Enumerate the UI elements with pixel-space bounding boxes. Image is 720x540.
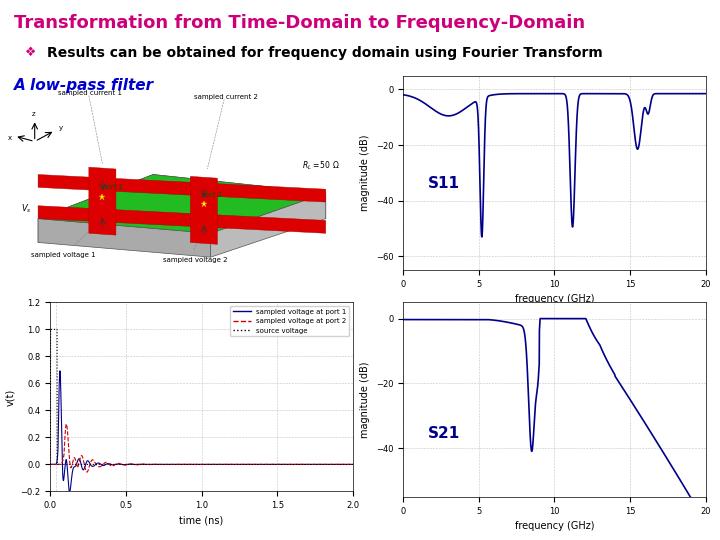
Text: S21: S21 bbox=[428, 427, 459, 442]
source voltage bbox=[348, 461, 357, 468]
Text: port 1: port 1 bbox=[102, 184, 124, 190]
Legend: sampled voltage at port 1, sampled voltage at port 2, source voltage: sampled voltage at port 1, sampled volta… bbox=[230, 306, 349, 336]
Polygon shape bbox=[38, 174, 325, 202]
source voltage bbox=[62, 461, 71, 468]
Line: source voltage: source voltage bbox=[50, 329, 353, 464]
source voltage bbox=[185, 461, 194, 468]
source voltage bbox=[340, 461, 348, 468]
sampled voltage at port 1 bbox=[62, 457, 71, 463]
Text: A low-pass filter: A low-pass filter bbox=[14, 78, 155, 93]
source voltage bbox=[340, 461, 348, 468]
Y-axis label: magnitude (dB): magnitude (dB) bbox=[361, 361, 370, 438]
sampled voltage at port 2 bbox=[61, 423, 70, 429]
sampled voltage at port 2 bbox=[194, 461, 202, 468]
sampled voltage at port 2 bbox=[83, 469, 91, 475]
sampled voltage at port 2 bbox=[284, 461, 293, 468]
Text: x: x bbox=[8, 134, 12, 140]
Text: y: y bbox=[58, 125, 63, 131]
sampled voltage at port 1 bbox=[348, 461, 357, 468]
X-axis label: frequency (GHz): frequency (GHz) bbox=[515, 521, 594, 531]
X-axis label: frequency (GHz): frequency (GHz) bbox=[515, 294, 594, 304]
sampled voltage at port 2 bbox=[340, 461, 348, 468]
Line: sampled voltage at port 1: sampled voltage at port 1 bbox=[50, 371, 353, 492]
sampled voltage at port 1 bbox=[340, 461, 348, 468]
Polygon shape bbox=[153, 174, 325, 219]
Text: Results can be obtained for frequency domain using Fourier Transform: Results can be obtained for frequency do… bbox=[47, 46, 603, 60]
source voltage bbox=[193, 461, 202, 468]
sampled voltage at port 2 bbox=[340, 461, 348, 468]
sampled voltage at port 1 bbox=[46, 461, 55, 468]
sampled voltage at port 1 bbox=[55, 368, 64, 374]
Polygon shape bbox=[211, 193, 325, 257]
sampled voltage at port 1 bbox=[340, 461, 348, 468]
Line: sampled voltage at port 2: sampled voltage at port 2 bbox=[50, 424, 353, 472]
Polygon shape bbox=[38, 174, 325, 233]
source voltage bbox=[46, 326, 55, 333]
Text: $V_s$: $V_s$ bbox=[21, 202, 32, 215]
Y-axis label: magnitude (dB): magnitude (dB) bbox=[360, 134, 370, 211]
sampled voltage at port 2 bbox=[348, 461, 357, 468]
Text: Transformation from Time-Domain to Frequency-Domain: Transformation from Time-Domain to Frequ… bbox=[14, 14, 585, 31]
sampled voltage at port 1 bbox=[284, 461, 293, 468]
source voltage bbox=[46, 461, 55, 468]
Polygon shape bbox=[190, 177, 217, 244]
Text: sampled current 2: sampled current 2 bbox=[194, 94, 258, 100]
sampled voltage at port 2 bbox=[62, 421, 71, 427]
Y-axis label: v(t): v(t) bbox=[5, 388, 15, 406]
Text: sampled current 1: sampled current 1 bbox=[58, 90, 122, 96]
Polygon shape bbox=[89, 167, 116, 235]
Text: sampled voltage 1: sampled voltage 1 bbox=[32, 252, 96, 258]
sampled voltage at port 1 bbox=[194, 461, 202, 468]
Text: ❖: ❖ bbox=[25, 46, 37, 59]
sampled voltage at port 1 bbox=[186, 461, 194, 468]
sampled voltage at port 1 bbox=[66, 489, 74, 495]
Polygon shape bbox=[38, 219, 211, 257]
Polygon shape bbox=[38, 206, 325, 233]
source voltage bbox=[284, 461, 293, 468]
Text: sampled voltage 2: sampled voltage 2 bbox=[163, 257, 228, 263]
sampled voltage at port 2 bbox=[186, 461, 194, 468]
X-axis label: time (ns): time (ns) bbox=[179, 516, 224, 525]
Text: $R_L = 50\ \Omega$: $R_L = 50\ \Omega$ bbox=[302, 160, 340, 172]
Text: port 2: port 2 bbox=[201, 192, 222, 198]
Text: z: z bbox=[32, 111, 35, 117]
Text: S11: S11 bbox=[428, 177, 459, 191]
Polygon shape bbox=[38, 174, 153, 242]
sampled voltage at port 2 bbox=[46, 461, 55, 468]
